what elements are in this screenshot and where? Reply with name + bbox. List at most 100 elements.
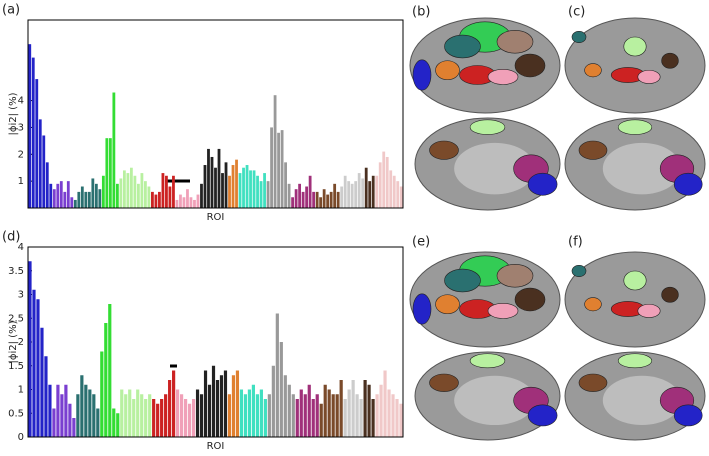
bar	[252, 170, 256, 208]
bar	[187, 403, 192, 437]
bar	[108, 138, 112, 208]
bar	[136, 389, 140, 437]
bar	[161, 173, 165, 208]
bar	[266, 181, 270, 208]
bar	[70, 197, 74, 208]
bar	[249, 170, 252, 208]
bar	[256, 175, 259, 208]
bar	[191, 399, 196, 437]
region	[429, 373, 459, 392]
bar	[128, 389, 132, 437]
region	[571, 31, 587, 43]
bar	[165, 175, 168, 208]
bar	[382, 151, 386, 208]
bar	[105, 138, 109, 208]
region	[487, 303, 519, 319]
bar	[351, 380, 355, 437]
bar	[66, 181, 70, 208]
y-tick-label: 2.5	[8, 313, 24, 324]
region	[496, 30, 534, 54]
region	[578, 373, 608, 392]
bar	[38, 119, 42, 208]
region	[527, 172, 558, 196]
bar	[270, 127, 273, 208]
bar	[80, 186, 84, 208]
bar	[148, 394, 152, 437]
bar	[179, 194, 182, 208]
y-tick-label: 1.5	[8, 361, 24, 372]
bar	[294, 189, 298, 208]
y-tick-label: 1	[18, 385, 24, 396]
bar	[273, 95, 277, 208]
bar	[186, 189, 189, 208]
bar	[116, 413, 120, 437]
bar	[35, 79, 39, 208]
bar	[399, 403, 403, 437]
bar	[73, 199, 77, 208]
bar	[379, 384, 383, 437]
bar	[189, 197, 193, 208]
bar	[101, 175, 105, 208]
bar	[176, 389, 180, 437]
region	[444, 34, 481, 59]
bar	[140, 173, 144, 208]
bar	[277, 132, 280, 208]
brain	[414, 117, 561, 211]
bar	[88, 389, 92, 437]
bar	[284, 162, 287, 208]
bar	[315, 394, 319, 437]
region	[637, 303, 661, 318]
bar	[52, 408, 56, 437]
region	[673, 172, 703, 196]
bar	[152, 399, 156, 437]
region	[429, 140, 459, 160]
panel-label: (d)	[2, 230, 20, 245]
region	[673, 404, 703, 427]
bar	[301, 191, 305, 208]
bar	[385, 156, 389, 208]
bar	[323, 384, 327, 437]
bar	[312, 191, 316, 208]
bar	[210, 156, 214, 208]
bar	[211, 365, 216, 437]
bar	[311, 399, 315, 437]
y-tick-label: 1	[18, 176, 24, 187]
bar	[84, 191, 88, 208]
bar	[275, 313, 279, 437]
bar	[68, 403, 72, 437]
y-axis-label: |ϕi2| (%)	[8, 92, 19, 135]
bar	[307, 384, 311, 437]
y-tick-label: 3.5	[8, 266, 24, 277]
bar	[168, 186, 172, 208]
bar	[154, 194, 158, 208]
bar	[221, 173, 224, 208]
bar	[49, 183, 53, 208]
bar	[64, 384, 68, 437]
bar	[175, 199, 179, 208]
bar	[200, 183, 203, 208]
bar	[207, 384, 212, 437]
region	[571, 265, 587, 277]
bar	[195, 389, 200, 437]
bar	[371, 175, 375, 208]
plot-frame	[27, 246, 404, 438]
bar	[339, 380, 343, 437]
bar	[243, 394, 248, 437]
bar	[299, 389, 303, 437]
bar	[315, 191, 319, 208]
bar	[295, 399, 299, 437]
y-tick-label: 2	[18, 149, 24, 160]
y-tick-label: 0.5	[8, 408, 24, 419]
bar	[144, 399, 148, 437]
bar	[364, 167, 368, 208]
bar	[207, 148, 210, 208]
bar	[378, 162, 382, 208]
bar	[59, 181, 63, 208]
bar	[331, 394, 335, 437]
bar	[280, 130, 284, 208]
bar	[133, 175, 137, 208]
bar	[383, 370, 387, 437]
bar	[291, 394, 295, 437]
bar	[156, 403, 160, 437]
region	[496, 264, 534, 288]
